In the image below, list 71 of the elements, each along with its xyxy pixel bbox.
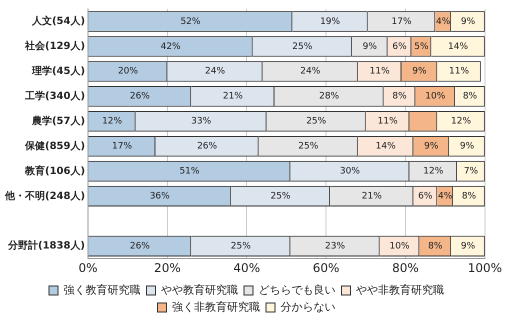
data-label: 4% — [438, 192, 453, 202]
legend-label: やや非教育研究職 — [356, 283, 444, 296]
y-tick-label: 人文(54人) — [30, 15, 86, 28]
data-label: 9% — [362, 42, 378, 52]
data-label: 8% — [392, 92, 408, 102]
data-label: 14% — [376, 142, 396, 152]
data-label: 42% — [160, 42, 182, 52]
data-label: 14% — [448, 42, 469, 52]
y-tick-label: 分野計(1838人) — [7, 240, 86, 252]
data-label: 33% — [191, 116, 212, 127]
data-label: 11% — [378, 116, 398, 127]
data-label: 17% — [112, 142, 132, 152]
legend-label: 強く非教育研究職 — [172, 300, 260, 314]
x-tick-label: 80% — [392, 260, 419, 275]
data-label: 25% — [292, 42, 313, 52]
data-label: 6% — [392, 42, 408, 52]
x-tick-label: 60% — [312, 260, 340, 275]
data-label: 9% — [460, 142, 475, 152]
data-label: 6% — [418, 192, 433, 202]
data-label: 5% — [414, 42, 429, 52]
data-label: 9% — [460, 241, 476, 252]
data-label: 11% — [449, 66, 470, 77]
data-label: 20% — [118, 66, 138, 77]
x-tick-label: 40% — [233, 260, 260, 275]
data-label: 19% — [320, 16, 341, 27]
x-tick-label: 100% — [468, 260, 502, 275]
legend-label: どちらでも良い — [258, 283, 336, 296]
data-label: 17% — [392, 16, 412, 27]
data-label: 25% — [270, 192, 291, 202]
data-label: 9% — [460, 16, 476, 27]
data-label: 10% — [390, 241, 410, 252]
y-tick-label: 工学(340人) — [24, 90, 86, 102]
data-label: 30% — [340, 166, 360, 177]
y-tick-label: 理学(45人) — [30, 64, 86, 77]
data-label: 51% — [179, 166, 200, 177]
data-label: 7% — [464, 166, 479, 177]
data-label: 9% — [424, 142, 439, 152]
data-label: 24% — [300, 66, 321, 77]
legend-label: 強く教育研究職 — [64, 283, 140, 296]
data-label: 12% — [423, 166, 444, 177]
legend-label: 分からない — [280, 300, 336, 314]
data-label: 12% — [451, 116, 472, 127]
data-label: 21% — [222, 92, 244, 102]
data-label: 8% — [428, 241, 443, 252]
data-label: 24% — [204, 66, 226, 77]
data-label: 8% — [462, 192, 477, 202]
data-label: 12% — [102, 116, 123, 127]
data-label: 36% — [150, 192, 170, 202]
data-label: 9% — [412, 66, 427, 77]
data-label: 25% — [306, 116, 327, 127]
y-tick-label: 保健(859人) — [24, 140, 86, 152]
data-label: 26% — [130, 92, 150, 102]
data-label: 25% — [230, 241, 252, 252]
data-label: 28% — [319, 92, 340, 102]
data-label: 23% — [325, 241, 346, 252]
y-tick-label: 他・不明(248人) — [4, 190, 86, 202]
data-label: 11% — [370, 66, 390, 77]
x-tick-label: 0% — [78, 260, 98, 275]
data-label: 26% — [197, 142, 218, 152]
data-label: 52% — [180, 16, 201, 27]
data-label: 8% — [462, 92, 478, 102]
y-tick-label: 社会(129人) — [24, 40, 86, 52]
data-label: 21% — [362, 192, 382, 202]
data-label: 25% — [298, 142, 319, 152]
data-label: 26% — [130, 241, 150, 252]
legend-label: やや教育研究職 — [161, 283, 238, 296]
y-tick-label: 農学(57人) — [30, 114, 86, 127]
y-tick-label: 教育(106人) — [24, 164, 86, 177]
data-label: 10% — [425, 92, 446, 102]
x-tick-label: 20% — [154, 260, 181, 275]
data-label: 4% — [436, 16, 451, 27]
